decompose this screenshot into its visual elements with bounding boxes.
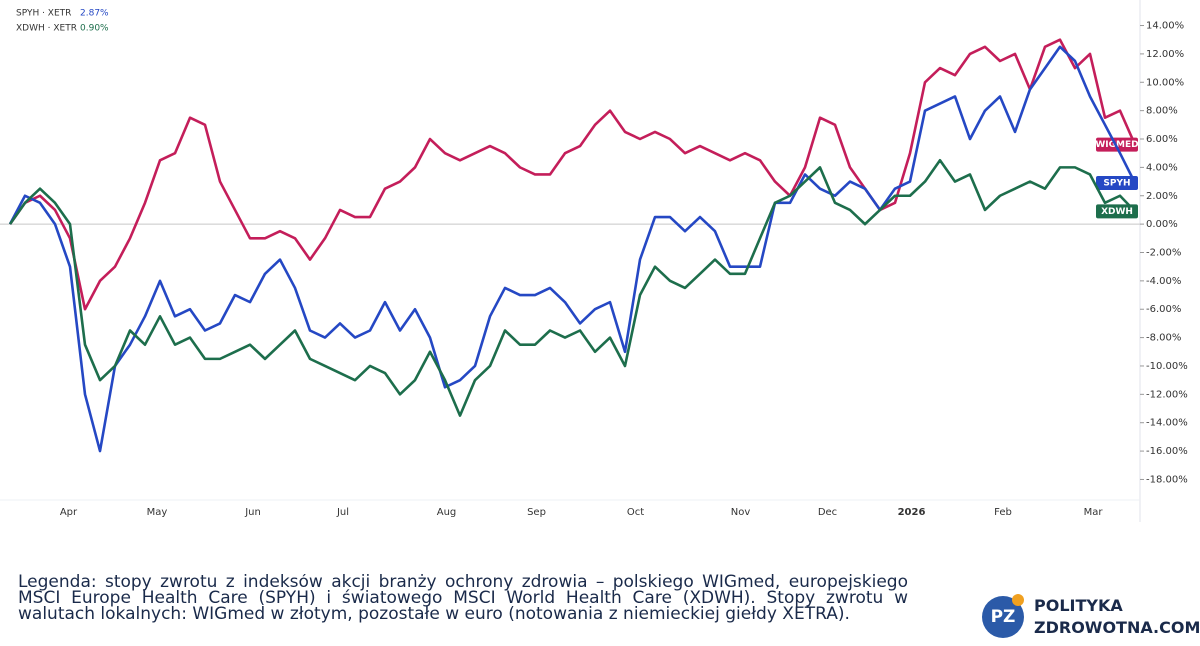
x-tick-label: Apr xyxy=(60,507,78,518)
end-label-box xyxy=(1096,204,1138,219)
y-tick-label: -18.00% xyxy=(1146,474,1188,485)
end-label-box xyxy=(1096,137,1138,152)
x-tick-label: Dec xyxy=(818,507,837,518)
x-tick-label: Feb xyxy=(994,507,1012,518)
y-tick-label: 10.00% xyxy=(1146,77,1184,88)
legend-change: 2.87% xyxy=(80,9,109,19)
y-tick-label: -4.00% xyxy=(1146,276,1181,287)
y-tick-label: -6.00% xyxy=(1146,304,1181,315)
legend-change: 0.90% xyxy=(80,24,109,34)
y-tick-label: 4.00% xyxy=(1146,162,1178,173)
chart: -18.00% -16.00% -14.00% -12.00% -10.00% -8.00… xyxy=(0,0,1188,522)
end-label: XDWH xyxy=(1101,207,1133,217)
y-tick-label: -16.00% xyxy=(1146,446,1188,457)
legend-label: SPYH · XETR xyxy=(16,9,71,19)
x-tick-label: Jul xyxy=(336,507,349,518)
logo: PZ POLITYKA ZDROWOTNA.COM xyxy=(982,594,1200,642)
x-tick-label: Aug xyxy=(437,507,457,518)
y-tick-label: 12.00% xyxy=(1146,49,1184,60)
end-label: SPYH xyxy=(1103,178,1130,188)
y-tick-label: -12.00% xyxy=(1146,389,1188,400)
y-tick-label: -2.00% xyxy=(1146,247,1181,258)
logo-dot xyxy=(1012,594,1024,606)
y-tick-label: 14.00% xyxy=(1146,21,1184,32)
y-tick-label: 8.00% xyxy=(1146,106,1178,117)
logo-text: POLITYKA xyxy=(1034,596,1123,615)
x-tick-label: Oct xyxy=(627,507,644,518)
x-tick-label: Jun xyxy=(244,507,261,518)
series-line xyxy=(8,45,1137,453)
y-tick-label: 2.00% xyxy=(1146,191,1178,202)
y-tick-label: -14.00% xyxy=(1146,418,1188,429)
x-tick-label: May xyxy=(147,507,168,518)
legend-label: XDWH · XETR xyxy=(16,24,77,34)
end-label-box xyxy=(1096,175,1138,190)
logo-text: ZDROWOTNA.COM xyxy=(1034,618,1200,637)
y-tick-label: 6.00% xyxy=(1146,134,1178,145)
x-tick-label: 2026 xyxy=(898,507,926,518)
x-tick-label: Nov xyxy=(731,507,751,518)
x-tick-label: Mar xyxy=(1084,507,1104,518)
y-tick-label: 0.00% xyxy=(1146,219,1178,230)
caption: Legenda: stopy zwrotu z indeksów akcji b… xyxy=(18,574,908,624)
x-tick-label: Sep xyxy=(527,507,546,518)
series-line xyxy=(8,38,1137,311)
y-tick-label: -10.00% xyxy=(1146,361,1188,372)
y-tick-label: -8.00% xyxy=(1146,333,1181,344)
series-line xyxy=(8,158,1136,417)
